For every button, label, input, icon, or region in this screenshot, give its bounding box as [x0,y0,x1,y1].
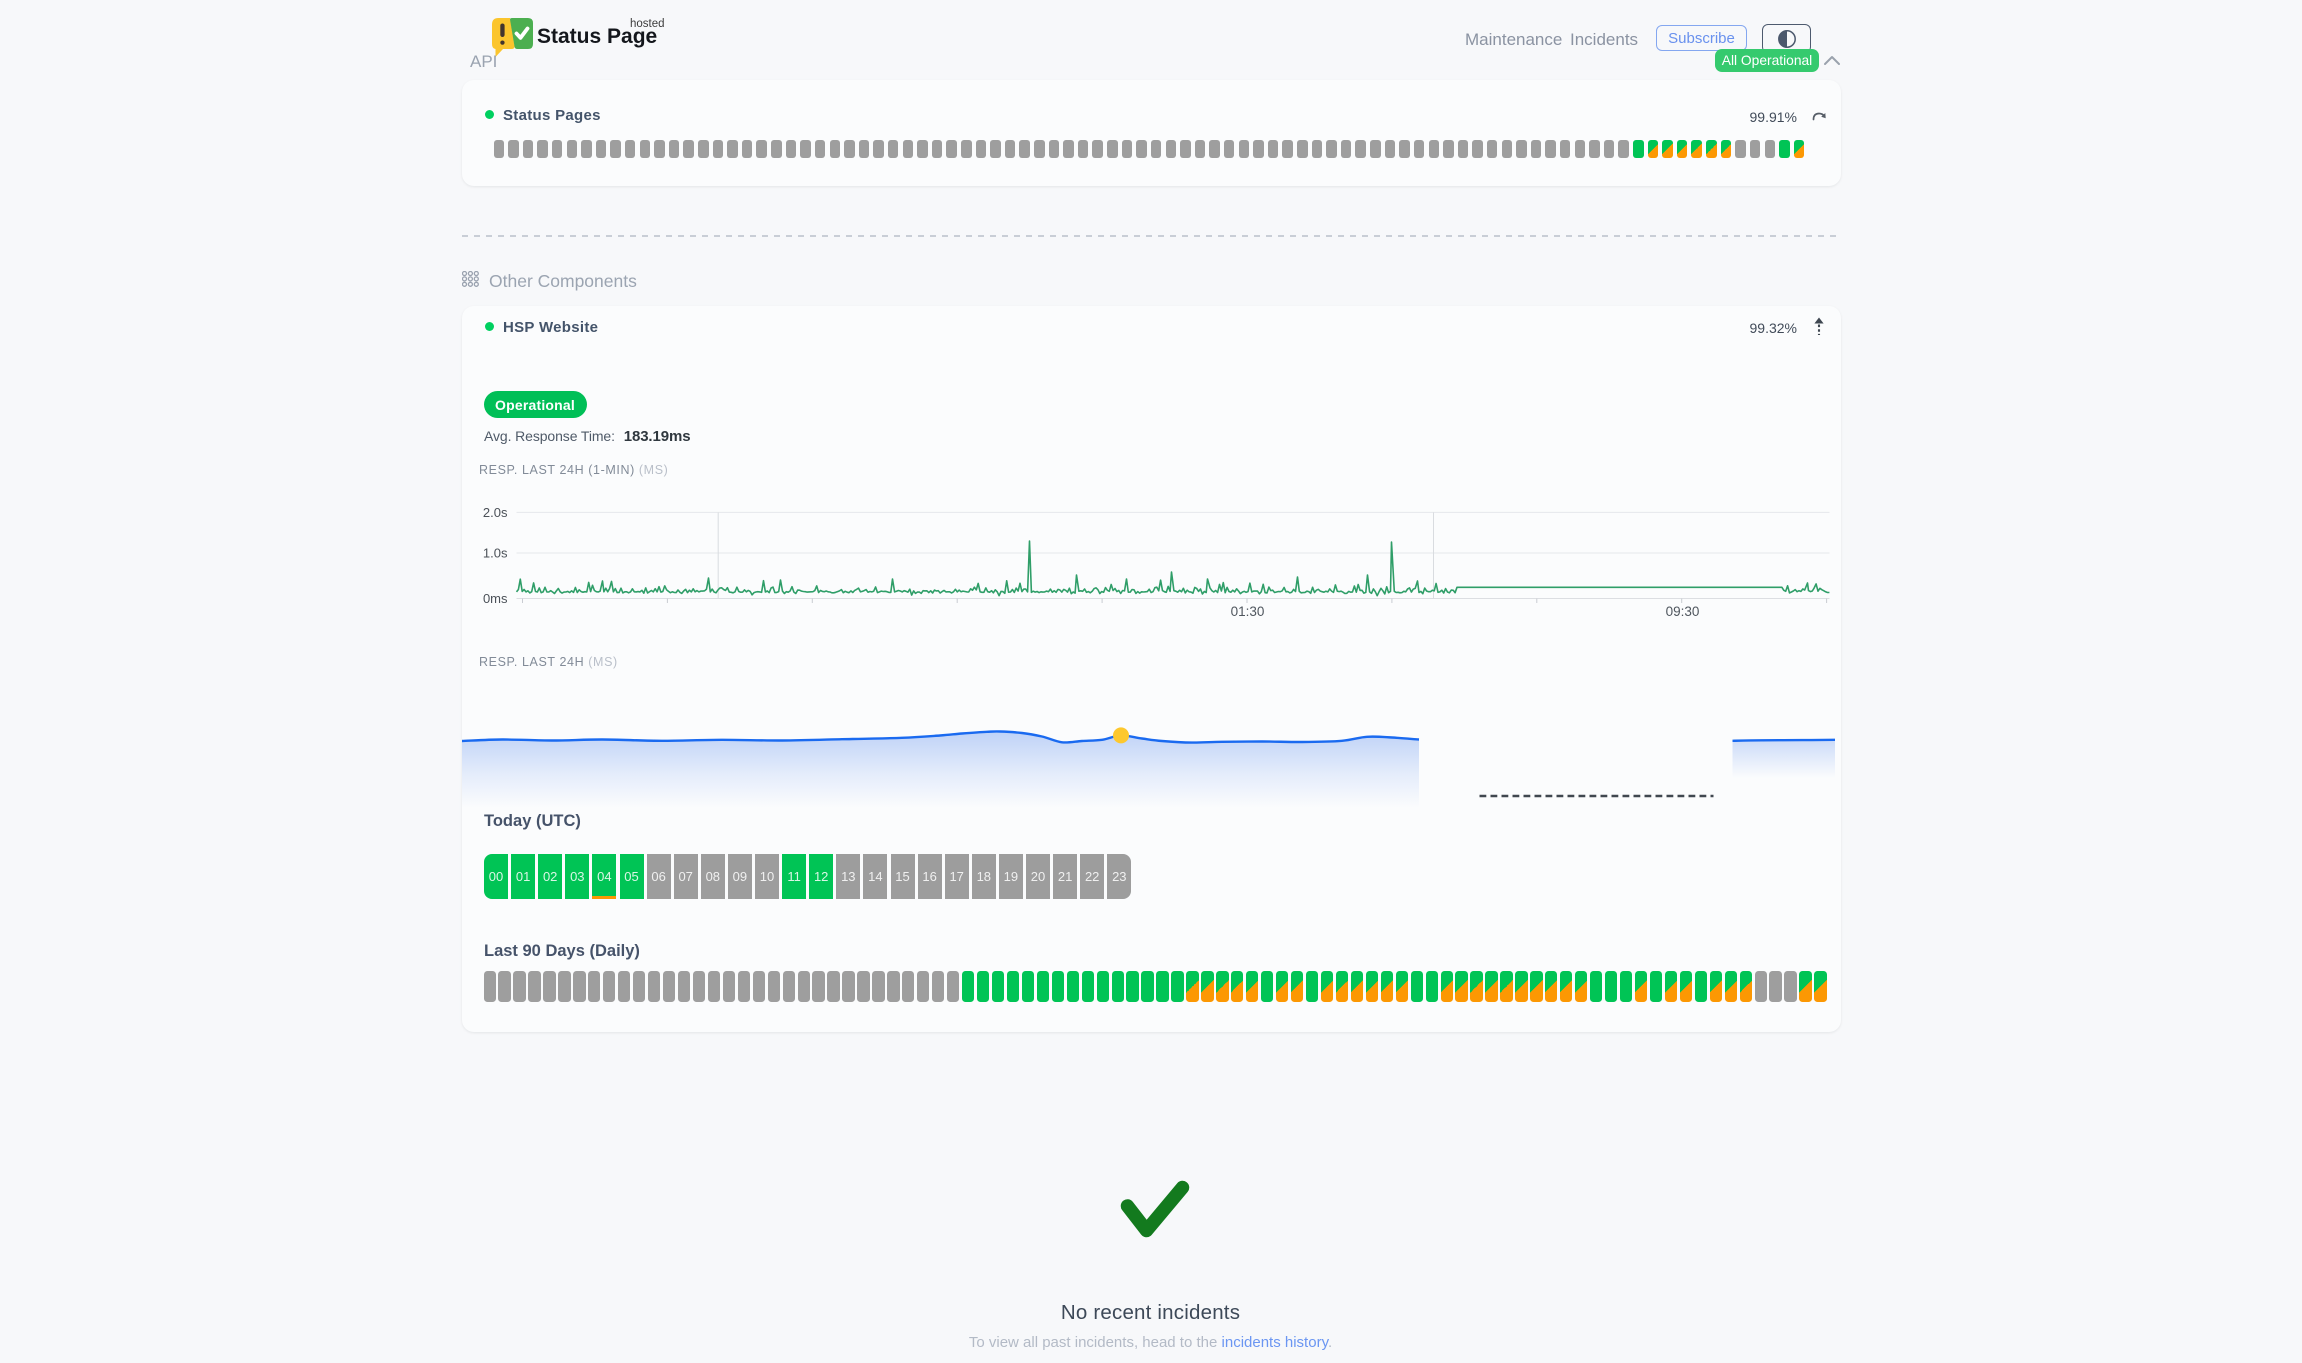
svg-text:0ms: 0ms [482,591,507,606]
svg-text:09:30: 09:30 [1665,604,1699,619]
svg-text:01:30: 01:30 [1230,604,1264,619]
svg-text:1.0s: 1.0s [482,546,507,561]
svg-text:2.0s: 2.0s [482,505,507,520]
